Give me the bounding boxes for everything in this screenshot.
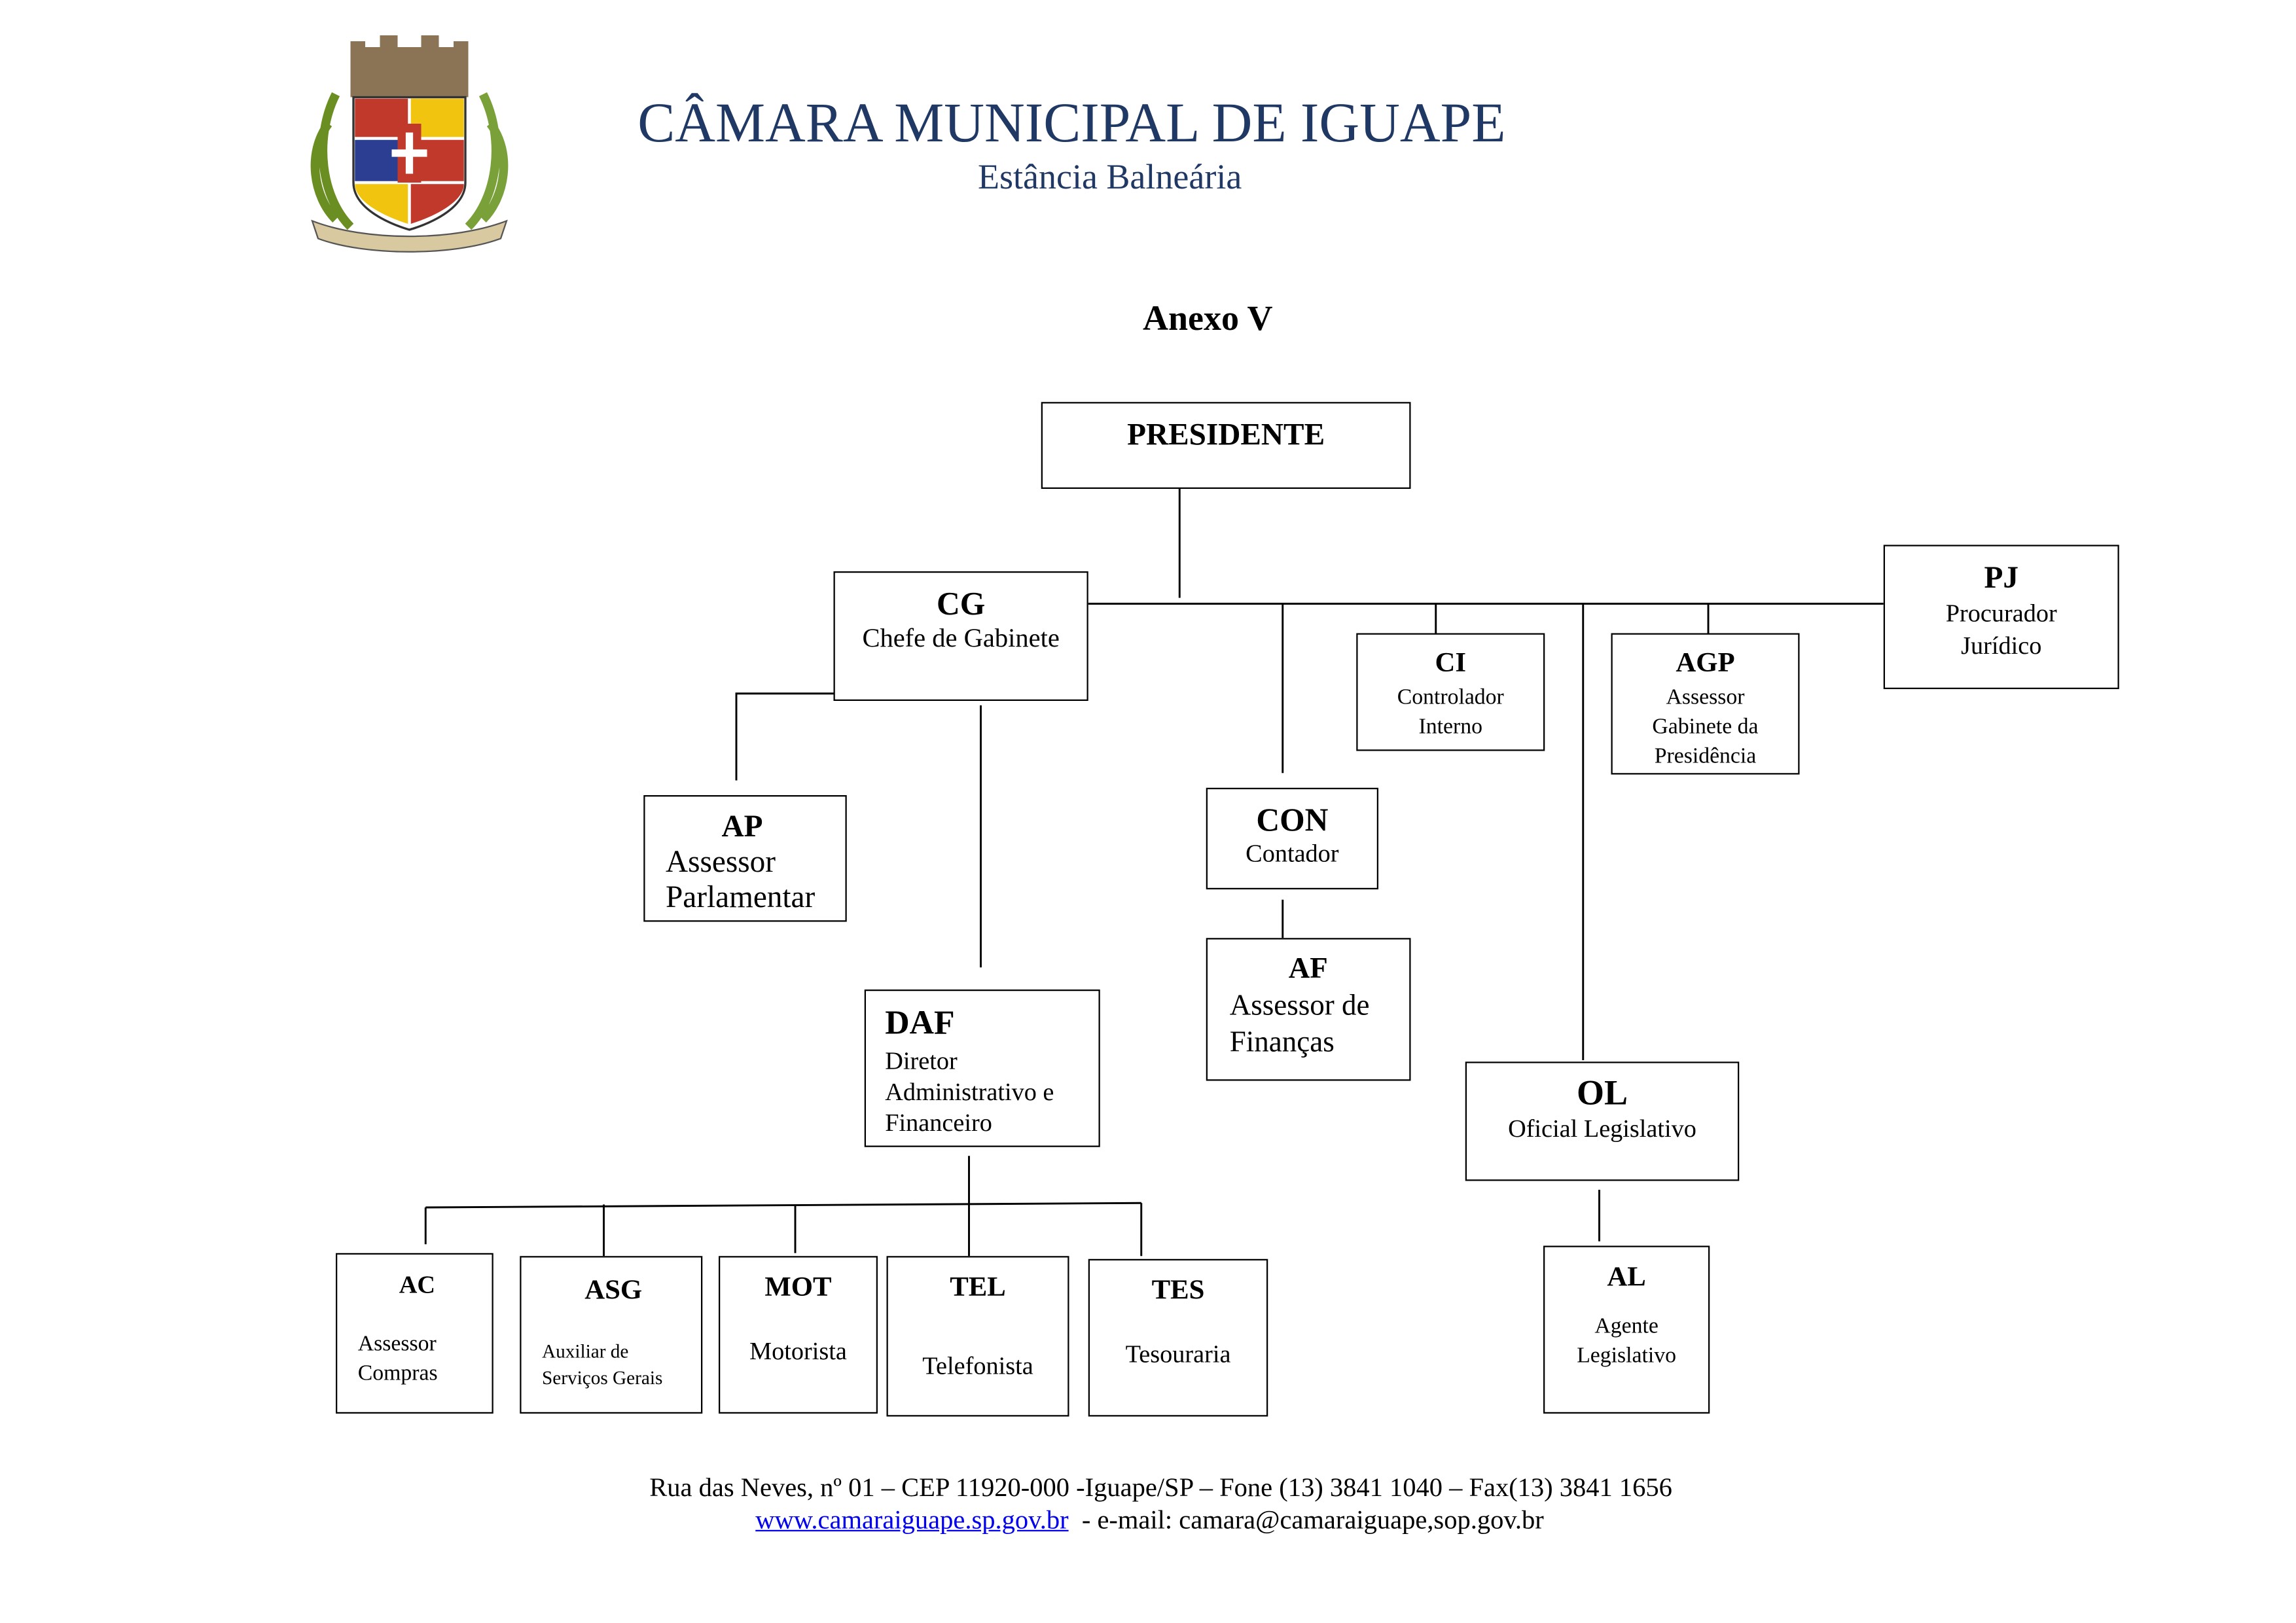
box-code: DAF bbox=[885, 1004, 955, 1041]
box-title: Assessor de Finanças bbox=[1229, 990, 1370, 1059]
org-box-agp: AGP Assessor Gabinete da Presidência bbox=[1611, 633, 1800, 775]
box-title: Assessor Parlamentar bbox=[666, 844, 816, 915]
footer-address: Rua das Neves, nº 01 – CEP 11920-000 -Ig… bbox=[649, 1472, 1672, 1502]
connector-line bbox=[425, 1202, 1141, 1209]
box-code: AC bbox=[399, 1270, 436, 1299]
box-title: Diretor Administrativo e Financeiro bbox=[885, 1046, 1054, 1137]
org-box-tes: TES Tesouraria bbox=[1088, 1258, 1268, 1417]
footer-email: - e-mail: camara@camaraiguape,sop.gov.br bbox=[1068, 1505, 1544, 1535]
org-box-af: AF Assessor de Finanças bbox=[1206, 938, 1411, 1081]
page-subtitle: Estância Balneária bbox=[978, 159, 1242, 198]
box-code: MOT bbox=[764, 1272, 832, 1304]
box-title: Agente Legislativo bbox=[1577, 1314, 1677, 1368]
box-title: Motorista bbox=[749, 1337, 847, 1365]
org-box-al: AL Agente Legislativo bbox=[1543, 1245, 1710, 1414]
org-box-pj: PJ Procurador Jurídico bbox=[1883, 544, 2119, 689]
box-code: AGP bbox=[1676, 648, 1735, 679]
org-box-mot: MOT Motorista bbox=[719, 1256, 878, 1414]
connector-line bbox=[424, 1203, 1143, 1257]
box-code: TES bbox=[1151, 1275, 1205, 1306]
org-box-ap: AP Assessor Parlamentar bbox=[643, 795, 847, 922]
connector-line bbox=[735, 692, 834, 781]
org-box-asg: ASG Auxiliar de Serviços Gerais bbox=[520, 1256, 703, 1414]
box-title: Contador bbox=[1246, 839, 1339, 868]
box-title: Oficial Legislativo bbox=[1508, 1115, 1696, 1143]
box-code: CON bbox=[1256, 801, 1329, 838]
org-box-daf: DAF Diretor Administrativo e Financeiro bbox=[864, 990, 1100, 1147]
org-box-ci: CI Controlador Interno bbox=[1356, 633, 1545, 751]
box-code: OL bbox=[1576, 1075, 1628, 1114]
box-code: AL bbox=[1607, 1262, 1646, 1293]
box-code: PRESIDENTE bbox=[1127, 416, 1325, 452]
page-title: CÂMARA MUNICIPAL DE IGUAPE bbox=[637, 92, 1506, 155]
org-box-cg: CG Chefe de Gabinete bbox=[833, 571, 1088, 701]
org-box-ol: OL Oficial Legislativo bbox=[1465, 1061, 1740, 1181]
coat-of-arms-logo bbox=[310, 35, 509, 253]
box-title: Procurador Jurídico bbox=[1945, 599, 2057, 660]
footer-contact: www.camaraiguape.sp.gov.br - e-mail: cam… bbox=[755, 1505, 1544, 1536]
box-code: AF bbox=[1288, 952, 1328, 986]
org-box-ac: AC Assessor Compras bbox=[336, 1253, 493, 1414]
box-title: Chefe de Gabinete bbox=[862, 622, 1060, 652]
box-title: Assessor Compras bbox=[357, 1332, 438, 1386]
box-title: Tesouraria bbox=[1125, 1340, 1231, 1368]
box-title: Telefonista bbox=[922, 1351, 1033, 1380]
org-box-tel: TEL Telefonista bbox=[886, 1256, 1069, 1417]
org-box-presidente: PRESIDENTE bbox=[1041, 402, 1411, 489]
box-code: CG bbox=[937, 584, 986, 622]
box-code: ASG bbox=[584, 1275, 643, 1306]
box-code: CI bbox=[1435, 648, 1467, 679]
website-link[interactable]: www.camaraiguape.sp.gov.br bbox=[755, 1505, 1069, 1535]
box-code: TEL bbox=[950, 1272, 1006, 1304]
org-box-con: CON Contador bbox=[1206, 787, 1378, 889]
box-code: AP bbox=[721, 808, 763, 844]
box-code: PJ bbox=[1984, 560, 2018, 595]
box-title: Assessor Gabinete da Presidência bbox=[1652, 685, 1759, 769]
annex-heading: Anexo V bbox=[1143, 300, 1273, 339]
box-title: Controlador Interno bbox=[1397, 685, 1504, 740]
box-title: Auxiliar de Serviços Gerais bbox=[542, 1339, 663, 1389]
